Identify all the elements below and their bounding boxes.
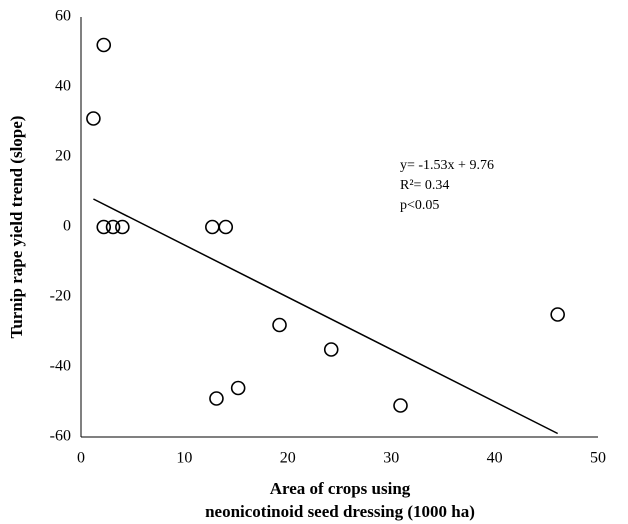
x-tick-label: 40 [487,450,503,467]
annotation: p<0.05 [400,198,439,213]
x-tick-label: 50 [590,450,606,467]
trend-line [93,198,559,435]
data-point [323,342,339,357]
y-tick-label: -60 [50,428,71,445]
x-tick-label: 10 [176,450,192,467]
annotation: y= -1.53x + 9.76 [400,158,494,173]
y-tick-label: 40 [55,78,71,95]
annotation: R²= 0.34 [400,178,449,193]
data-point [115,219,130,235]
y-tick-label: 0 [63,218,71,235]
y-axis-title: Turnip rape yield trend (slope) [7,116,26,339]
y-tick-label: 60 [55,8,71,25]
data-point [209,391,224,406]
y-tick-label: 20 [55,148,71,165]
data-point [550,307,565,322]
data-point [230,380,246,396]
y-tick-label: -40 [50,358,71,375]
data-point [272,317,287,333]
x-tick-label: 0 [77,450,85,467]
data-point [105,219,121,235]
x-tick-label: 30 [383,450,399,467]
x-tick-label: 20 [280,450,296,467]
y-tick-label: -20 [50,288,71,305]
data-point [96,37,112,53]
data-point [96,219,112,235]
data-point [86,111,101,126]
x-axis-title: neonicotinoid seed dressing (1000 ha) [205,502,475,521]
data-point [205,219,220,235]
x-axis-title: Area of crops using [270,479,411,498]
data-point [218,219,234,235]
data-point [393,398,408,413]
